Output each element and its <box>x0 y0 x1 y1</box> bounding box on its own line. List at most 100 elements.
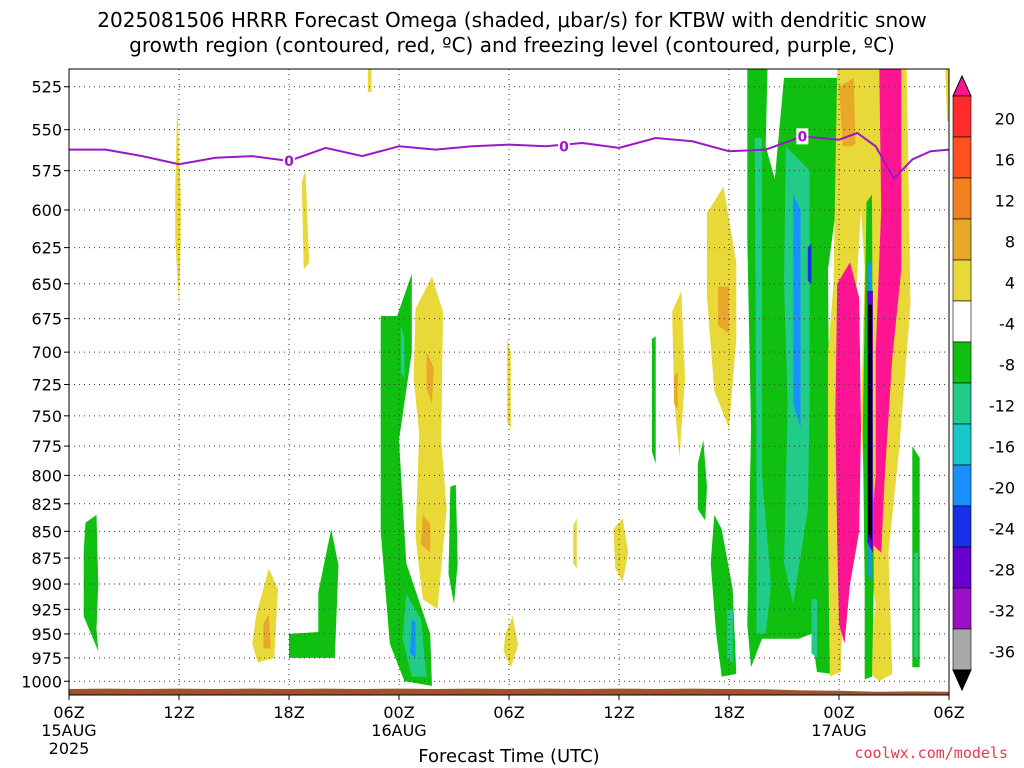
colorbar-segment <box>952 300 972 343</box>
x-tick-date: 17AUG <box>811 721 866 740</box>
colorbar-tick-label: -16 <box>989 438 1015 457</box>
x-tick-date: 16AUG <box>371 721 426 740</box>
y-tick-label: 725 <box>31 376 62 395</box>
x-tick-label: 00Z <box>823 703 854 722</box>
chart-title-line2: growth region (contoured, red, ºC) and f… <box>129 33 895 57</box>
colorbar-tick-label: -36 <box>989 643 1015 662</box>
omega-area <box>718 286 729 334</box>
omega-area <box>426 352 434 404</box>
x-tick-label: 06Z <box>53 703 84 722</box>
freezing-level-label-bg <box>283 153 295 170</box>
x-tick-label: 18Z <box>713 703 744 722</box>
omega-area <box>263 614 271 649</box>
y-tick-label: 800 <box>31 466 62 485</box>
y-tick-label: 750 <box>31 407 62 426</box>
omega-area <box>697 440 707 521</box>
omega-area <box>613 518 629 582</box>
omega-area <box>573 518 577 569</box>
colorbar-segment <box>952 423 972 466</box>
colorbar-tick-label: -32 <box>989 602 1015 621</box>
omega-area <box>410 619 416 658</box>
x-tick-year: 2025 <box>49 739 90 758</box>
omega-area <box>367 69 372 92</box>
omega-area <box>503 616 519 668</box>
plot-area: 0 0 0 <box>68 68 950 696</box>
credit-text: coolwx.com/models <box>854 744 1008 762</box>
y-tick-label: 900 <box>31 575 62 594</box>
y-tick-label: 625 <box>31 239 62 258</box>
y-tick-label: 950 <box>31 625 62 644</box>
omega-area <box>793 194 801 429</box>
freezing-level-label-bg <box>796 128 809 145</box>
colorbar-tick-label: -4 <box>999 315 1015 334</box>
colorbar-tick-label: 20 <box>995 110 1015 129</box>
x-axis-label: Forecast Time (UTC) <box>418 746 599 767</box>
terrain-ground <box>69 688 949 695</box>
colorbar-tick-label: -20 <box>989 479 1015 498</box>
y-tick-label: 575 <box>31 162 62 181</box>
y-tick-label: 825 <box>31 495 62 514</box>
omega-area <box>727 609 733 663</box>
y-tick-label: 925 <box>31 600 62 619</box>
omega-area <box>507 338 511 429</box>
colorbar-segment <box>952 587 972 630</box>
x-tick-label: 06Z <box>933 703 964 722</box>
omega-area <box>672 290 685 458</box>
omega-colorbar: 20 16 12 8 4 -4 -8 -12 -16 -20 -24 -28 -32 -36 <box>952 74 1015 692</box>
y-tick-label: 875 <box>31 549 62 568</box>
omega-area <box>448 484 458 605</box>
colorbar-tick-label: -24 <box>989 520 1015 539</box>
colorbar-segment <box>952 95 972 138</box>
omega-area <box>839 77 856 147</box>
x-tick-label: 12Z <box>163 703 194 722</box>
x-tick-label: 00Z <box>383 703 414 722</box>
y-axis-pressure-ticks: 525 550 575 600 625 650 675 700 725 750 775 800 825 8… <box>21 78 69 691</box>
omega-area <box>652 336 656 464</box>
colorbar-segment <box>952 628 972 671</box>
y-tick-label: 600 <box>31 201 62 220</box>
freezing-level-label: 0 <box>284 154 294 170</box>
colorbar-tick-label: -12 <box>989 397 1015 416</box>
colorbar-tick-label: -28 <box>989 561 1015 580</box>
y-tick-label: 1000 <box>21 672 62 691</box>
omega-area <box>754 138 772 634</box>
chart-title-line1: 2025081506 HRRR Forecast Omega (shaded, … <box>97 8 927 32</box>
colorbar-bottom-arrow <box>952 669 972 692</box>
colorbar-top-arrow <box>952 74 972 97</box>
colorbar-segment <box>952 341 972 384</box>
colorbar-tick-label: 8 <box>1005 233 1015 252</box>
y-tick-label: 775 <box>31 437 62 456</box>
omega-area <box>301 170 310 270</box>
omega-area <box>421 514 431 553</box>
colorbar-tick-label: -8 <box>999 356 1015 375</box>
omega-area <box>811 599 817 658</box>
freezing-level-label-bg <box>558 138 570 155</box>
colorbar-segment <box>952 177 972 220</box>
y-tick-label: 550 <box>31 121 62 140</box>
colorbar-tick-label: 16 <box>995 151 1015 170</box>
omega-area <box>674 371 678 410</box>
y-tick-label: 675 <box>31 310 62 329</box>
x-tick-label: 12Z <box>603 703 634 722</box>
omega-shading <box>83 69 949 686</box>
y-tick-label: 525 <box>31 78 62 97</box>
y-tick-label: 700 <box>31 343 62 362</box>
colorbar-segment <box>952 218 972 261</box>
freezing-level-contour: 0 0 0 <box>69 128 949 181</box>
x-tick-label: 06Z <box>493 703 524 722</box>
colorbar-segment <box>952 546 972 589</box>
x-tick-date: 15AUG <box>41 721 96 740</box>
colorbar-segment <box>952 136 972 179</box>
y-tick-label: 975 <box>31 649 62 668</box>
colorbar-segment <box>952 382 972 425</box>
omega-area <box>380 273 432 686</box>
y-tick-label: 650 <box>31 275 62 294</box>
omega-area <box>914 552 918 658</box>
omega-area <box>807 243 812 284</box>
colorbar-tick-label: 4 <box>1005 274 1015 293</box>
gridlines <box>68 69 950 695</box>
omega-area <box>868 304 872 543</box>
omega-area <box>400 325 405 379</box>
x-tick-label: 18Z <box>273 703 304 722</box>
